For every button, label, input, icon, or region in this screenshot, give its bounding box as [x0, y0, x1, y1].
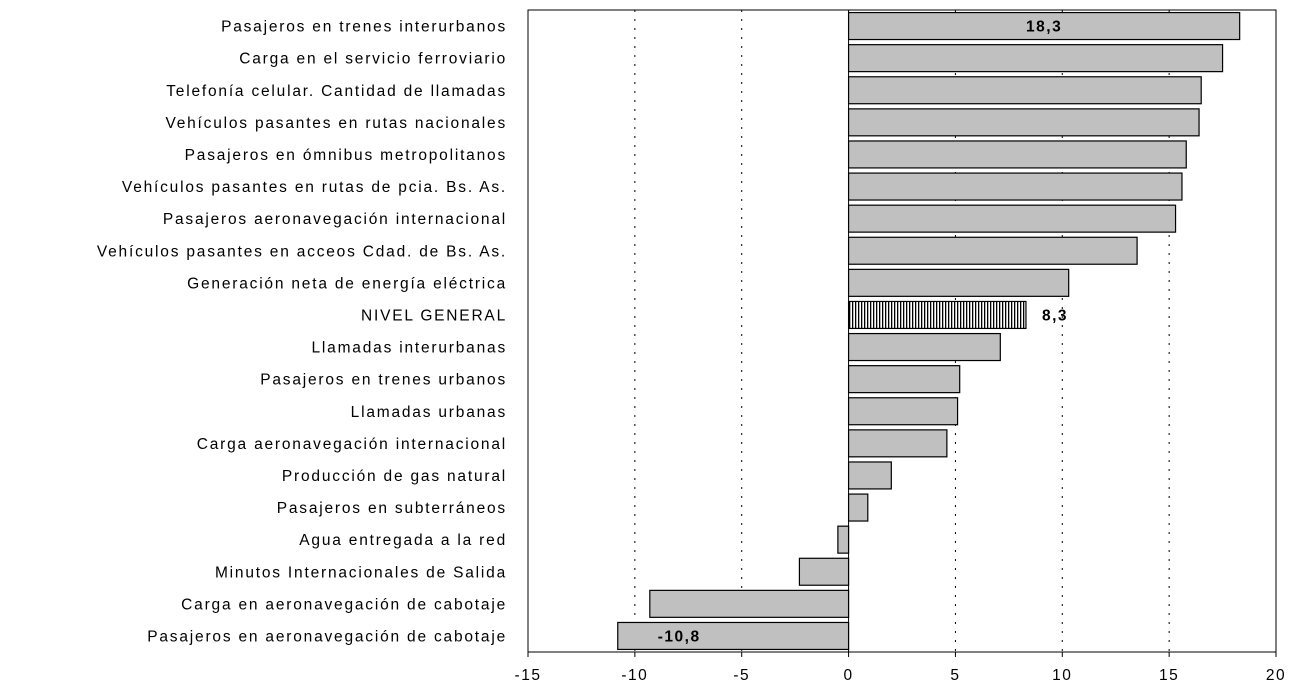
category-label: Vehículos pasantes en rutas nacionales — [165, 115, 507, 132]
bar — [847, 365, 961, 394]
x-tick-label: 5 — [950, 667, 960, 684]
category-label: Generación neta de energía eléctrica — [187, 275, 507, 292]
category-label: Producción de gas natural — [282, 468, 507, 485]
category-label: Carga en aeronavegación de cabotaje — [181, 596, 507, 613]
data-label: -10,8 — [658, 628, 701, 645]
bar — [847, 461, 892, 490]
bar — [847, 11, 1241, 41]
x-tick-label: 15 — [1159, 667, 1179, 684]
category-label: Pasajeros aeronavegación internacional — [163, 211, 507, 228]
bar — [837, 525, 850, 554]
bar — [847, 268, 1070, 297]
category-label: Pasajeros en ómnibus metropolitanos — [185, 147, 507, 164]
bar — [847, 76, 1202, 105]
category-label: Telefonía celular. Cantidad de llamadas — [166, 83, 507, 100]
category-label: Carga en el servicio ferroviario — [239, 51, 507, 68]
category-label: Pasajeros en trenes interurbanos — [221, 19, 507, 36]
category-label: NIVEL GENERAL — [361, 307, 507, 324]
bar — [798, 557, 850, 586]
bar — [847, 44, 1224, 73]
bar — [847, 332, 1001, 362]
category-label: Pasajeros en trenes urbanos — [260, 372, 507, 389]
category-label: Minutos Internacionales de Salida — [215, 564, 507, 581]
bar — [847, 493, 869, 522]
bar — [649, 589, 850, 618]
data-label: 8,3 — [1042, 307, 1068, 324]
category-label: Vehículos pasantes en rutas de pcia. Bs.… — [122, 179, 507, 196]
bar — [847, 236, 1138, 265]
x-tick-label: -10 — [621, 667, 648, 684]
x-tick-label: -15 — [515, 667, 542, 684]
category-label: Llamadas interurbanas — [312, 340, 507, 357]
x-tick-label: 10 — [1052, 667, 1072, 684]
bar — [847, 140, 1187, 169]
category-label: Llamadas urbanas — [351, 404, 507, 421]
category-label: Pasajeros en subterráneos — [277, 500, 507, 517]
plot-area: Pasajeros en trenes interurbanos Carga en… — [97, 9, 1286, 684]
x-tick-label: -5 — [733, 667, 750, 684]
bar — [847, 204, 1177, 233]
bar — [847, 172, 1183, 201]
bar-highlight — [847, 300, 1027, 330]
bar — [847, 108, 1200, 137]
category-label: Pasajeros en aeronavegación de cabotaje — [147, 628, 507, 645]
plot-frame — [527, 9, 1277, 653]
category-label: Agua entregada a la red — [299, 532, 507, 549]
category-label: Vehículos pasantes en acceos Cdad. de Bs… — [97, 243, 507, 260]
bar — [617, 621, 850, 651]
category-label: Carga aeronavegación internacional — [197, 436, 507, 453]
x-tick-label: 0 — [844, 667, 854, 684]
bar — [847, 429, 948, 458]
x-tick-label: 20 — [1266, 667, 1286, 684]
bar — [847, 397, 959, 426]
data-label: 18,3 — [1026, 19, 1062, 36]
